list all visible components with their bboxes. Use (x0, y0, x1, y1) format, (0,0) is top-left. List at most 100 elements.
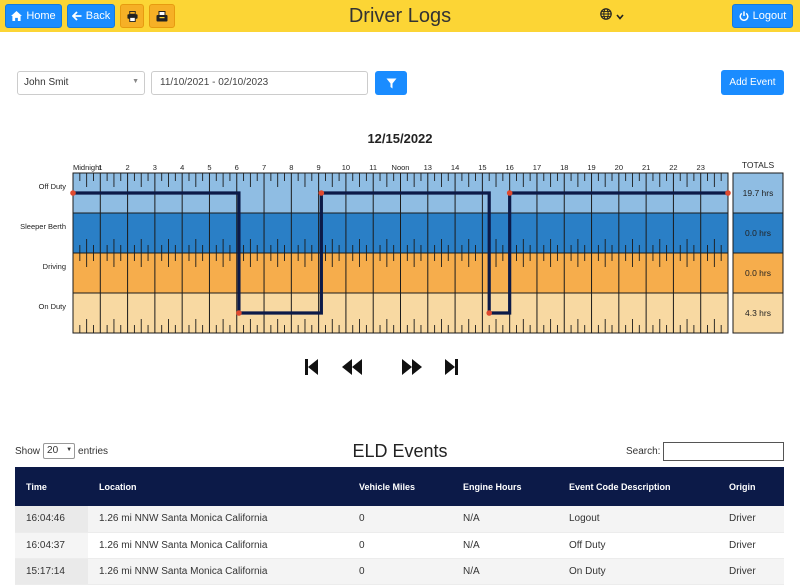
row-total: 0.0 hrs (745, 228, 771, 238)
fast-forward-button[interactable] (402, 358, 422, 376)
document-print-icon (156, 10, 168, 21)
cell-time: 16:04:37 (15, 532, 88, 559)
home-label: Home (26, 10, 56, 22)
eld-events-table: Time Location Vehicle Miles Engine Hours… (15, 467, 784, 585)
filter-button[interactable] (375, 71, 407, 95)
entries-select[interactable]: 20 ▼ (43, 443, 76, 459)
hour-label: 21 (642, 163, 650, 172)
driver-select[interactable]: John Smit ▼ (17, 71, 145, 95)
total-cell (732, 292, 784, 334)
cell-vehicle-miles: 0 (348, 506, 452, 533)
event-marker[interactable] (70, 190, 76, 196)
column-header-location[interactable]: Location (99, 481, 137, 492)
row-total: 4.3 hrs (745, 308, 771, 318)
search-input[interactable] (663, 442, 784, 461)
table-row[interactable]: 16:04:37 1.26 mi NNW Santa Monica Califo… (15, 532, 784, 559)
logout-button[interactable]: Logout (732, 4, 793, 28)
totals-header: TOTALS (742, 160, 775, 170)
hour-label: 15 (478, 163, 486, 172)
hour-label: 20 (615, 163, 623, 172)
events-title: ELD Events (352, 441, 448, 461)
total-cell (732, 172, 784, 214)
event-marker[interactable] (318, 190, 325, 196)
hour-label: 6 (235, 163, 239, 172)
hour-label: 1 (98, 163, 102, 172)
event-marker[interactable] (486, 310, 492, 316)
table-row[interactable]: 16:04:46 1.26 mi NNW Santa Monica Califo… (15, 506, 784, 533)
globe-icon (600, 8, 612, 20)
hour-label: 18 (560, 163, 568, 172)
back-label: Back (85, 10, 111, 22)
hour-label: 2 (125, 163, 129, 172)
row-label: Off Duty (39, 182, 67, 191)
rewind-button[interactable] (342, 358, 362, 376)
hour-label: 7 (262, 163, 266, 172)
cell-origin: Driver (718, 558, 784, 585)
total-cell (732, 252, 784, 294)
cell-origin: Driver (718, 506, 784, 533)
cell-vehicle-miles: 0 (348, 558, 452, 585)
log-date: 12/15/2022 (367, 131, 433, 146)
entries-length-control: Show 20 ▼ entries (15, 443, 108, 459)
logout-label: Logout (752, 10, 787, 22)
column-header-origin[interactable]: Origin (729, 481, 756, 492)
event-marker[interactable] (725, 190, 731, 196)
hour-label: Midnight (73, 163, 102, 172)
total-cell (732, 212, 784, 254)
hour-label: Noon (392, 163, 410, 172)
skip-start-icon (305, 359, 318, 375)
date-range-input[interactable]: 11/10/2021 - 02/10/2023 (151, 71, 368, 95)
event-marker[interactable] (236, 310, 242, 316)
table-row[interactable]: 15:17:14 1.26 mi NNW Santa Monica Califo… (15, 558, 784, 585)
skip-end-icon (445, 359, 458, 375)
cell-event-description: Logout (558, 506, 718, 533)
hour-label: 17 (533, 163, 541, 172)
hour-label: 14 (451, 163, 459, 172)
column-header-time[interactable]: Time (26, 481, 47, 492)
hour-label: 13 (424, 163, 432, 172)
hour-label: 9 (317, 163, 321, 172)
skip-to-start-button[interactable] (305, 358, 318, 376)
print-report-button[interactable] (149, 4, 175, 28)
power-icon (739, 11, 749, 21)
search-label: Search: (626, 446, 661, 457)
home-button[interactable]: Home (5, 4, 62, 28)
column-header-engine-hours[interactable]: Engine Hours (463, 481, 522, 492)
cell-engine-hours: N/A (452, 558, 558, 585)
hour-label: 11 (369, 163, 377, 172)
hour-label: 4 (180, 163, 184, 172)
column-header-event-code-description[interactable]: Event Code Description (569, 481, 671, 492)
home-icon (11, 11, 23, 21)
cell-time: 15:17:14 (15, 558, 88, 585)
table-header-row: Time Location Vehicle Miles Engine Hours… (15, 467, 784, 506)
event-marker[interactable] (506, 190, 513, 196)
language-selector[interactable] (600, 8, 624, 23)
entries-select-value: 20 (47, 445, 59, 456)
skip-to-end-button[interactable] (445, 358, 458, 376)
cell-location: 1.26 mi NNW Santa Monica California (88, 532, 348, 559)
show-label: Show (15, 445, 41, 457)
back-button[interactable]: Back (67, 4, 115, 28)
hour-label: 16 (505, 163, 513, 172)
cell-origin: Driver (718, 532, 784, 559)
row-total: 19.7 hrs (743, 188, 774, 198)
cell-event-description: On Duty (558, 558, 718, 585)
add-event-button[interactable]: Add Event (721, 70, 784, 95)
cell-vehicle-miles: 0 (348, 532, 452, 559)
cell-time: 16:04:46 (15, 506, 88, 533)
duty-status-line (73, 191, 728, 315)
driver-select-value: John Smit (24, 77, 69, 88)
print-button[interactable] (120, 4, 144, 28)
top-bar: Home Back Driver Logs Logout (0, 0, 800, 32)
filter-icon (386, 78, 396, 88)
column-header-vehicle-miles[interactable]: Vehicle Miles (359, 481, 416, 492)
cell-engine-hours: N/A (452, 532, 558, 559)
printer-icon (126, 10, 138, 22)
entries-label: entries (78, 445, 109, 457)
chevron-down-icon (616, 14, 624, 20)
cell-location: 1.26 mi NNW Santa Monica California (88, 506, 348, 533)
row-label: Sleeper Berth (20, 222, 66, 231)
hour-label: 8 (289, 163, 293, 172)
hour-label: 23 (697, 163, 705, 172)
